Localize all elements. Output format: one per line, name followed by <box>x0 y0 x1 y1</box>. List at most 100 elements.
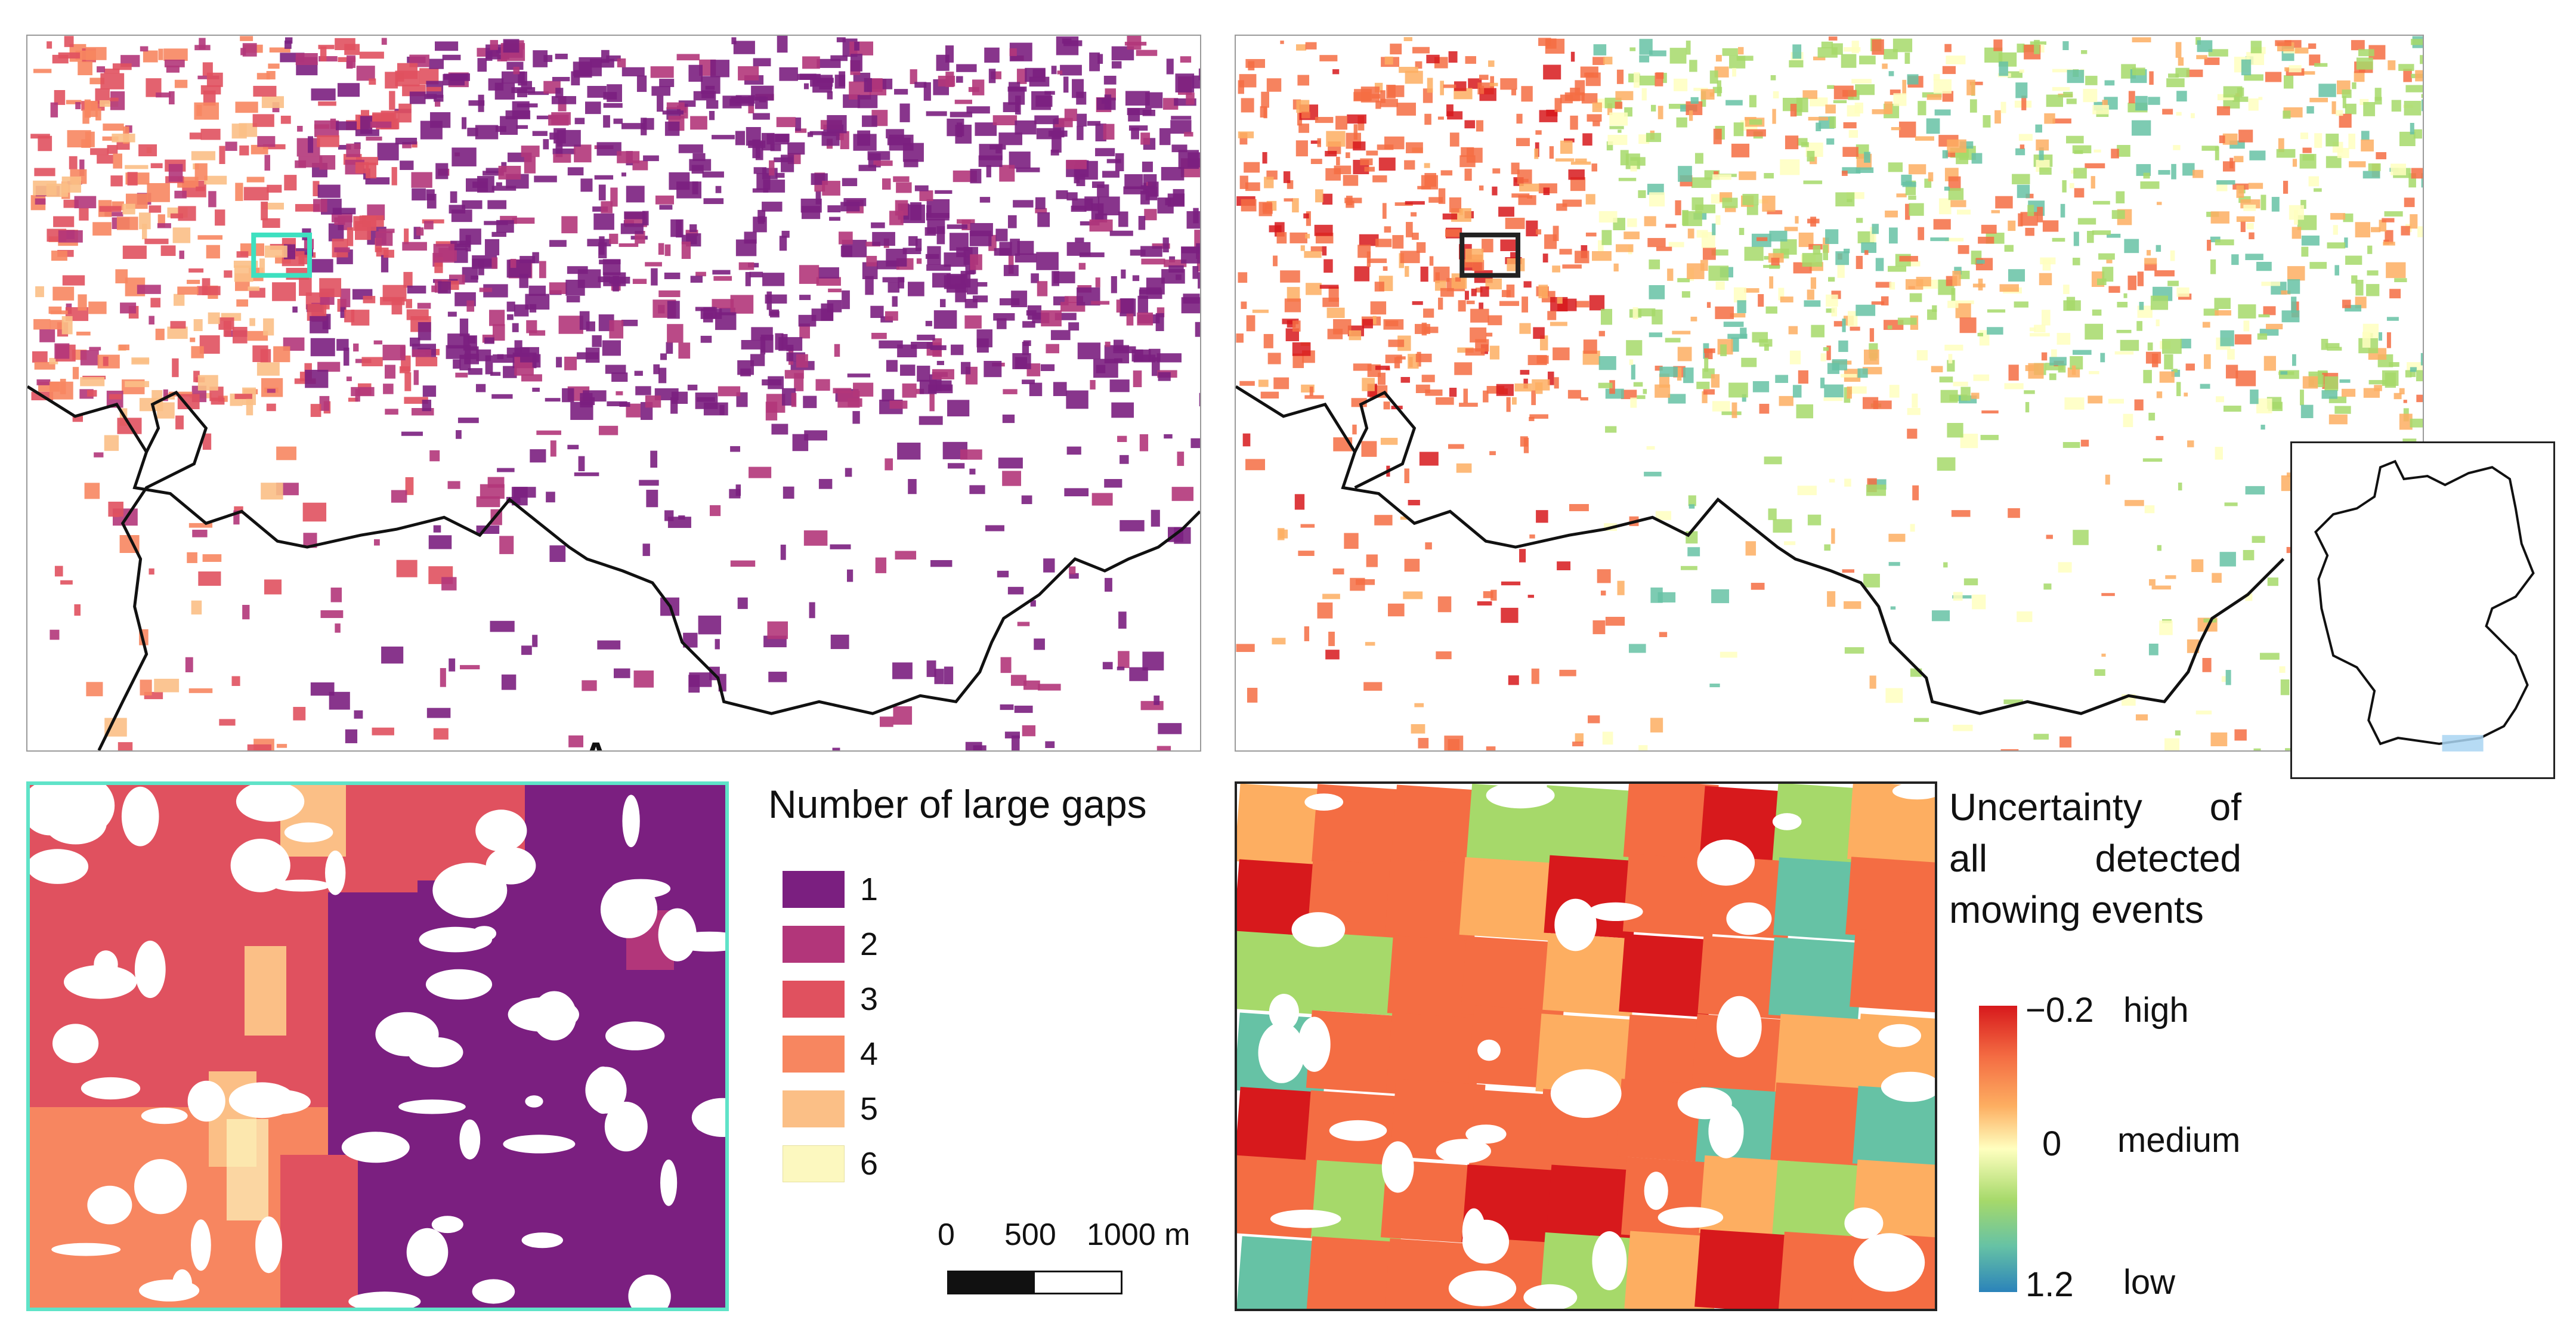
uncertainty-pixel <box>1400 376 1411 383</box>
uncertainty-pixel <box>1559 669 1576 676</box>
gap-pixel <box>1132 275 1140 282</box>
gap-pixel <box>519 274 528 288</box>
gap-pixel <box>598 425 619 435</box>
uncertainty-pixel <box>1598 330 1605 336</box>
uncertainty-pixel <box>1476 288 1483 293</box>
field-polygon <box>1772 784 1868 867</box>
gap-pixel <box>847 373 871 378</box>
uncertainty-pixel <box>2413 129 2423 139</box>
uncertainty-pixel <box>1314 224 1333 236</box>
gap-pixel <box>753 217 767 233</box>
uncertainty-pixel <box>2327 347 2342 351</box>
gap-pixel <box>605 364 626 374</box>
uncertainty-pixel <box>1562 264 1582 269</box>
uncertainty-pixel <box>1948 354 1953 364</box>
gap-swatch <box>783 981 845 1018</box>
uncertainty-pixel <box>1387 603 1405 617</box>
gap-pixel <box>621 172 626 177</box>
uncertainty-pixel <box>2051 349 2057 357</box>
uncertainty-pixel <box>1773 519 1792 533</box>
gap-pixel <box>706 100 719 109</box>
uncertainty-pixel <box>1241 199 1257 212</box>
gap-pixel <box>99 100 119 107</box>
uncertainty-pixel <box>2037 206 2043 222</box>
uncertainty-pixel <box>1489 82 1498 86</box>
uncertainty-pixel <box>1926 118 1940 134</box>
gap-pixel <box>1109 379 1130 393</box>
uncertainty-pixel <box>2063 285 2070 294</box>
uncertainty-pixel <box>1520 370 1530 375</box>
gap-pixel <box>389 91 395 110</box>
gap-pixel <box>251 144 268 154</box>
gap-pixel <box>362 215 384 227</box>
uncertainty-pixel <box>1292 342 1311 356</box>
gap-pixel <box>166 66 180 73</box>
gap-pixel <box>496 220 514 233</box>
uncertainty-pixel <box>1948 176 1961 191</box>
uncertainty-pixel <box>2215 239 2234 246</box>
uncertainty-pixel <box>1465 56 1476 64</box>
uncertainty-pixel <box>2324 376 2339 391</box>
gap-pixel <box>849 41 874 55</box>
uncertainty-pixel <box>1386 85 1396 99</box>
gap-pixel <box>74 196 97 209</box>
gap-pixel <box>491 257 498 269</box>
uncertainty-pixel <box>1649 259 1660 270</box>
nodata-patch <box>1592 1231 1627 1290</box>
uncertainty-pixel <box>1555 158 1575 162</box>
gap-pixel <box>385 409 398 415</box>
gap-pixel <box>1066 242 1091 256</box>
gap-pixel <box>713 276 732 281</box>
uncertainty-pixel <box>2124 500 2144 506</box>
gap-pixel <box>1140 246 1162 257</box>
uncertainty-pixel <box>1582 133 1592 146</box>
uncertainty-pixel <box>2403 400 2407 403</box>
gap-pixel <box>735 131 746 146</box>
gap-pixel <box>1171 487 1194 501</box>
gap-pixel <box>667 324 684 343</box>
uncertainty-pixel <box>1323 259 1333 273</box>
uncertainty-pixel <box>1746 129 1766 137</box>
uncertainty-pixel <box>1591 163 1597 172</box>
gap-pixel <box>72 367 79 379</box>
uncertainty-pixel <box>2039 167 2052 175</box>
gap-pixel <box>411 172 432 188</box>
gap-pixel <box>1117 435 1127 443</box>
gap-pixel <box>1035 208 1047 214</box>
uncertainty-pixel <box>2337 148 2349 158</box>
uncertainty-pixel <box>1927 309 1937 320</box>
uncertainty-pixel <box>2207 239 2212 251</box>
uncertainty-pixel <box>2092 230 2111 235</box>
gap-pixel <box>433 243 454 263</box>
gap-pixel <box>189 132 202 140</box>
gap-pixel <box>1118 651 1130 668</box>
uncertainty-pixel <box>1366 554 1378 567</box>
uncertainty-pixel <box>1542 254 1548 263</box>
nodata-patch <box>1381 1141 1414 1193</box>
gap-pixel <box>1091 181 1105 188</box>
gap-pixel <box>809 602 815 619</box>
gap-pixel <box>319 278 342 298</box>
gap-pixel <box>753 113 770 120</box>
gap-label: 3 <box>860 981 879 1017</box>
gap-pixel <box>552 76 570 82</box>
gap-pixel <box>86 390 97 397</box>
uncertainty-pixel <box>1727 333 1748 339</box>
border-line-b-west <box>1353 390 1417 489</box>
uncertainty-pixel <box>2072 350 2092 355</box>
gap-pixel <box>763 180 786 193</box>
gap-label: 6 <box>860 1146 879 1182</box>
uncertainty-pixel <box>1728 382 1748 398</box>
gap-pixel <box>272 282 296 301</box>
gap-pixel <box>1181 246 1200 264</box>
gap-pixel <box>202 554 222 562</box>
uncertainty-pixel <box>2325 156 2342 168</box>
uncertainty-pixel <box>2278 138 2284 153</box>
germany-inset-map <box>2290 441 2555 779</box>
gap-pixel <box>76 331 91 336</box>
nodata-patch <box>134 940 166 999</box>
uncertainty-pixel <box>2142 458 2163 462</box>
uncertainty-pixel <box>1445 229 1461 237</box>
uncertainty-pixel <box>1245 182 1260 191</box>
gap-pixel <box>1198 272 1200 289</box>
